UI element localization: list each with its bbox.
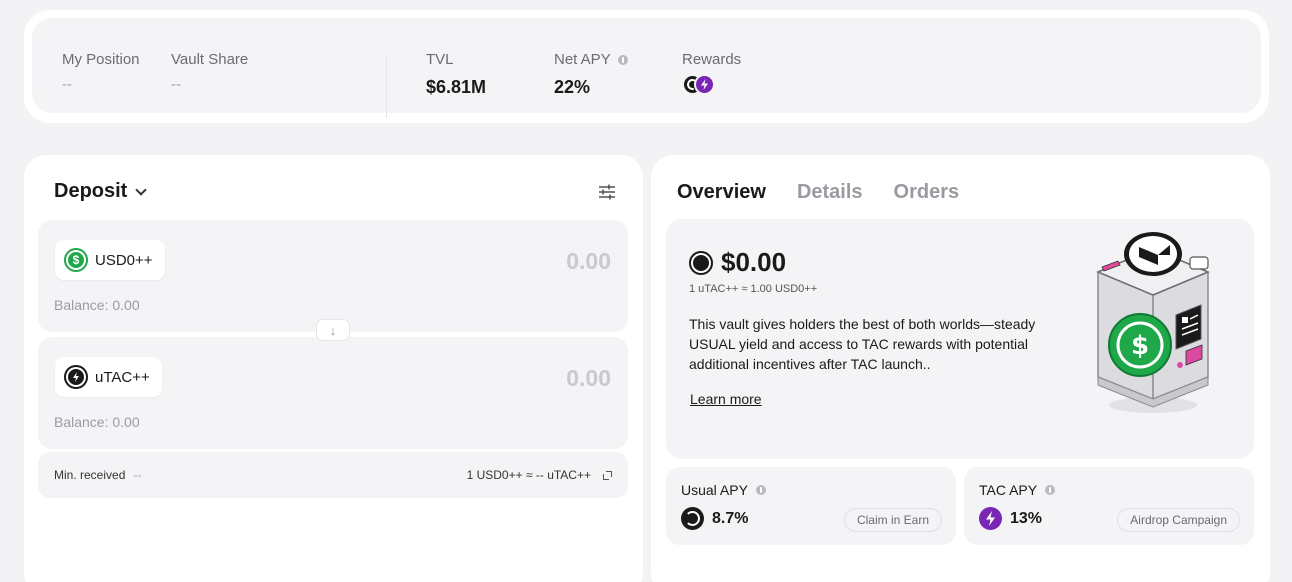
to-amount-output: 0.00: [566, 365, 611, 391]
vault-tabs: Overview Details Orders: [677, 181, 959, 204]
from-amount-input[interactable]: 0.00: [566, 248, 611, 274]
to-balance: Balance: 0.00: [54, 414, 140, 430]
deposit-mode-dropdown[interactable]: Deposit: [54, 180, 148, 203]
deposit-title: Deposit: [54, 180, 128, 202]
deposit-from-box: $ USD0++ 0.00 Balance: 0.00: [38, 220, 628, 332]
usual-apy-card: Usual APY 8.7% Claim in Earn: [666, 467, 956, 545]
tac-apy-value-text: 13%: [1010, 509, 1043, 527]
usual-token-icon: [681, 507, 704, 530]
net-apy-value: 22%: [554, 77, 591, 97]
vault-share-label: Vault Share: [171, 51, 249, 68]
info-icon[interactable]: [1045, 485, 1056, 495]
vault-share-stat: Vault Share --: [171, 51, 248, 93]
tab-orders[interactable]: Orders: [893, 181, 960, 203]
tac-apy-value: 13%: [979, 507, 1042, 530]
rewards-label: Rewards: [682, 51, 742, 68]
tac-apy-label: TAC APY: [979, 482, 1056, 498]
tvl-stat: TVL $6.81M: [426, 51, 486, 98]
rewards-icons[interactable]: [682, 74, 722, 96]
my-position-value: --: [62, 76, 72, 93]
tab-overview[interactable]: Overview: [677, 181, 766, 203]
claim-in-earn-button[interactable]: Claim in Earn: [843, 508, 942, 532]
vault-description: This vault gives holders the best of bot…: [689, 316, 1036, 372]
svg-text:$: $: [1131, 331, 1149, 361]
chevron-down-icon: [135, 183, 148, 196]
exchange-rate: 1 USD0++ ≈ -- uTAC++: [467, 468, 612, 482]
info-icon[interactable]: [755, 485, 766, 495]
vault-share-value: --: [171, 76, 181, 93]
learn-more-link[interactable]: Learn more: [690, 391, 762, 407]
min-received-value: --: [133, 468, 142, 482]
deposit-panel: Deposit $ USD0++ 0.00 Balance: 0.00 ↓ uT…: [24, 155, 643, 582]
my-position-stat: My Position --: [62, 51, 140, 93]
tab-details[interactable]: Details: [796, 181, 863, 203]
usual-apy-value: 8.7%: [681, 507, 748, 530]
vault-rate: 1 uTAC++ ≈ 1.00 USD0++: [689, 283, 818, 295]
net-apy-stat: Net APY 22%: [554, 51, 628, 98]
min-received-label: Min. received: [54, 468, 126, 482]
vault-stats-inner: My Position -- Vault Share -- TVL $6.81M…: [32, 18, 1261, 118]
usual-apy-value-text: 8.7%: [712, 509, 749, 527]
vault-illustration: $: [1096, 232, 1210, 413]
exchange-rate-text: 1 USD0++ ≈ -- uTAC++: [466, 468, 591, 482]
tac-apy-card: TAC APY 13% Airdrop Campaign: [964, 467, 1254, 545]
deposit-to-box: uTAC++ 0.00 Balance: 0.00: [38, 337, 628, 449]
vault-price-value: $0.00: [721, 247, 787, 277]
to-token-label: uTAC++: [95, 368, 150, 386]
usual-apy-label: Usual APY: [681, 482, 766, 498]
vault-stats-card: My Position -- Vault Share -- TVL $6.81M…: [24, 10, 1269, 123]
from-token-selector[interactable]: $ USD0++: [55, 240, 165, 280]
net-apy-label: Net APY: [554, 51, 628, 68]
settings-sliders-icon[interactable]: [598, 184, 616, 200]
net-apy-label-text: Net APY: [554, 51, 611, 68]
arrow-down-icon[interactable]: ↓: [316, 319, 350, 341]
tac-token-icon: [694, 74, 715, 95]
vault-info-panel: Overview Details Orders $0.00 1 uTAC++ ≈…: [651, 155, 1270, 582]
rewards-stat: Rewards: [682, 51, 741, 96]
tvl-value: $6.81M: [426, 77, 487, 97]
usual-apy-label-text: Usual APY: [681, 482, 748, 498]
my-position-label: My Position: [62, 51, 140, 68]
from-balance: Balance: 0.00: [54, 297, 140, 313]
utac-token-icon: [689, 250, 713, 275]
from-token-label: USD0++: [95, 251, 153, 269]
tac-token-icon: [979, 507, 1002, 530]
airdrop-campaign-button[interactable]: Airdrop Campaign: [1117, 508, 1240, 532]
expand-icon[interactable]: [603, 470, 612, 480]
stats-divider: [386, 54, 387, 118]
vault-price: $0.00: [689, 247, 786, 278]
to-token-selector[interactable]: uTAC++: [55, 357, 162, 397]
utac-token-icon: [64, 365, 88, 389]
min-received: Min. received --: [54, 468, 141, 482]
overview-card: $0.00 1 uTAC++ ≈ 1.00 USD0++ This vault …: [666, 219, 1254, 459]
tac-apy-label-text: TAC APY: [979, 482, 1038, 498]
tvl-label: TVL: [426, 51, 454, 68]
info-icon[interactable]: [617, 54, 628, 65]
min-received-row: Min. received -- 1 USD0++ ≈ -- uTAC++: [38, 452, 628, 498]
usd0-token-icon: $: [64, 248, 88, 272]
